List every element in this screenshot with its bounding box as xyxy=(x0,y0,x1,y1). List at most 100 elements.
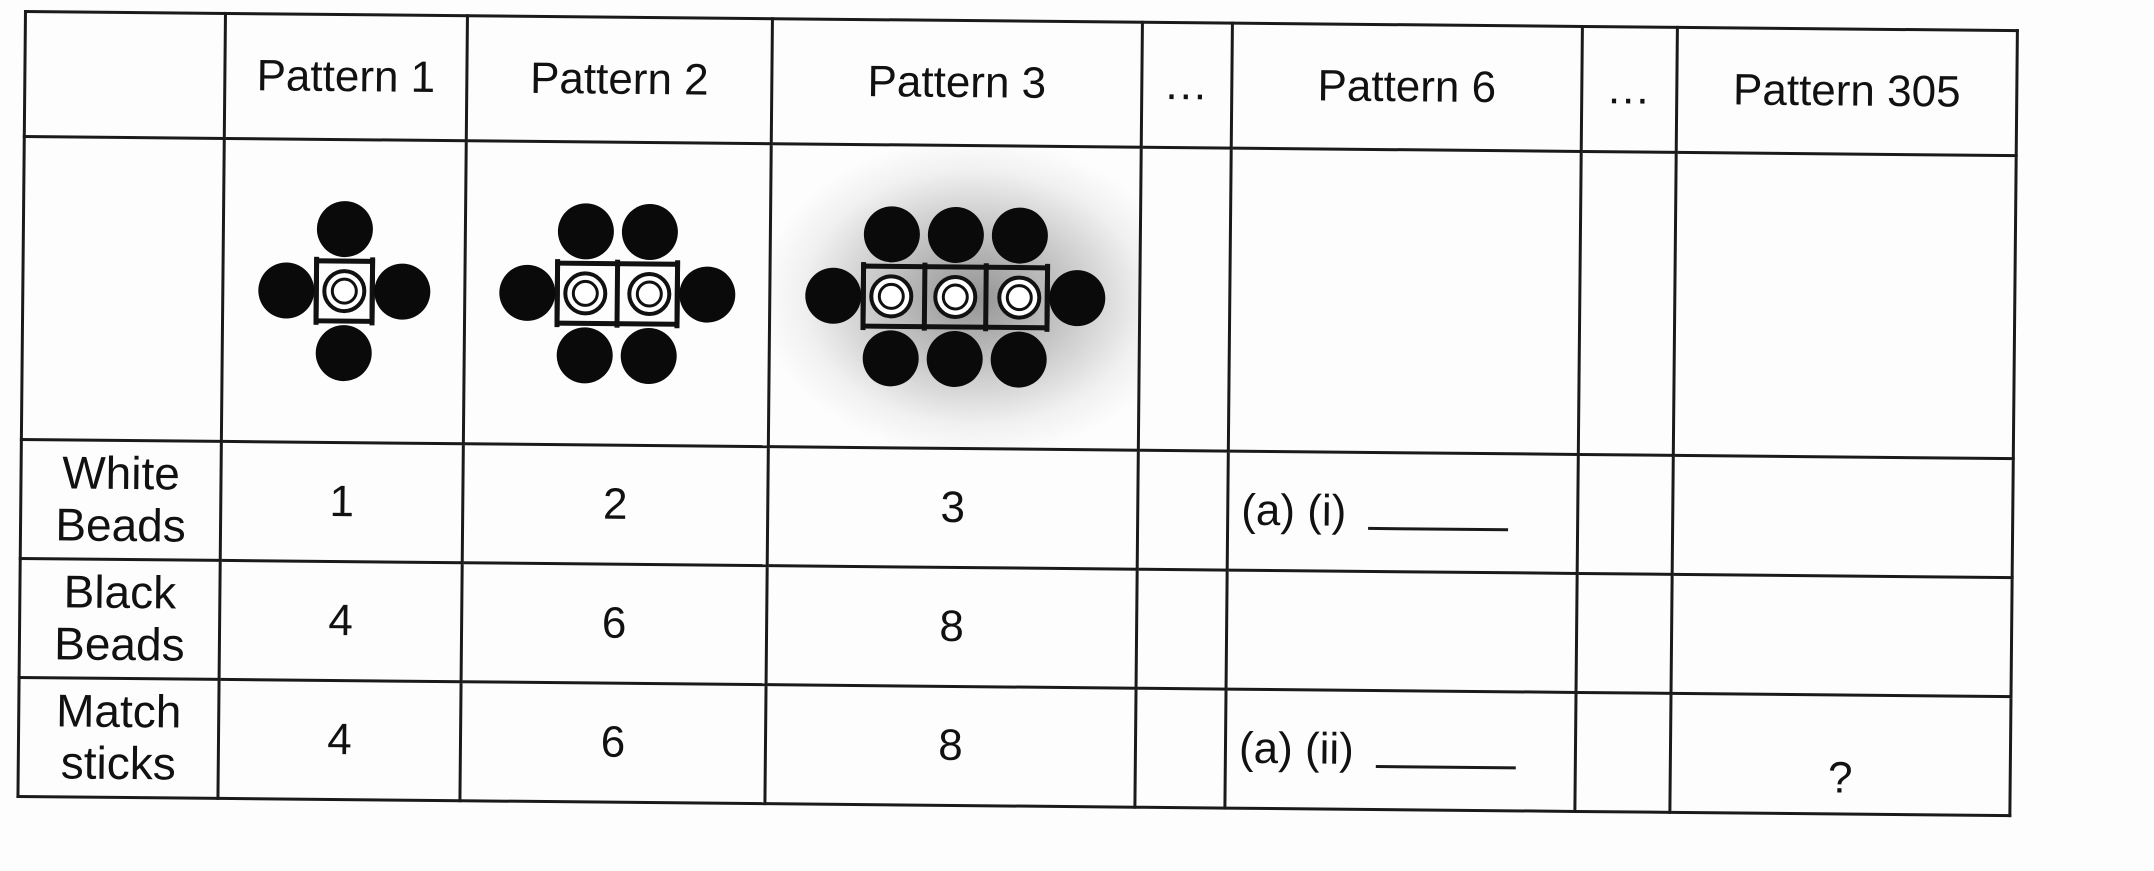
white-bead xyxy=(996,275,1041,320)
match-sticks-ellipsis-1 xyxy=(1134,688,1227,809)
match-stick xyxy=(554,259,561,328)
match-sticks-p1: 4 xyxy=(217,679,462,801)
black-bead xyxy=(621,204,678,261)
white-beads-p6: (a) (i) xyxy=(1227,451,1579,574)
black-bead xyxy=(315,325,372,382)
match-sticks-p6: (a) (ii) xyxy=(1224,689,1577,812)
header-ellipsis-2: ... xyxy=(1581,26,1678,153)
unknown-mark: ? xyxy=(1827,753,1853,803)
figure-row xyxy=(21,136,2017,459)
match-sticks-row: Match sticks 4 6 8 (a) (ii) ? xyxy=(17,677,2012,816)
white-bead-hole xyxy=(635,280,663,308)
black-bead xyxy=(257,262,314,319)
figure-label-cell xyxy=(21,136,225,442)
figure-ellipsis-1 xyxy=(1138,147,1232,452)
figure-ellipsis-2 xyxy=(1578,151,1677,456)
white-beads-p1: 1 xyxy=(220,441,464,563)
match-stick xyxy=(982,263,989,332)
match-stick xyxy=(859,262,866,331)
row-label-white-beads: White Beads xyxy=(20,439,222,561)
white-bead xyxy=(868,274,913,319)
black-bead xyxy=(804,267,861,324)
black-bead xyxy=(557,203,614,260)
match-stick xyxy=(674,260,681,329)
figure-pattern-6 xyxy=(1228,148,1582,455)
white-beads-ellipsis-1 xyxy=(1137,450,1229,571)
bead-diagram-pattern-2 xyxy=(499,203,736,385)
header-pattern-1: Pattern 1 xyxy=(224,13,468,141)
question-label-a-ii: (a) (ii) xyxy=(1238,723,1355,774)
match-sticks-p2: 6 xyxy=(459,681,767,804)
figure-pattern-305 xyxy=(1673,152,2017,459)
match-sticks-p3: 8 xyxy=(764,684,1137,808)
white-bead-hole xyxy=(571,279,599,307)
black-beads-p6 xyxy=(1226,570,1578,693)
row-label-black-beads: Black Beads xyxy=(19,558,221,680)
black-beads-p1: 4 xyxy=(219,560,463,682)
header-pattern-2: Pattern 2 xyxy=(466,15,773,144)
black-beads-ellipsis-2 xyxy=(1576,573,1673,694)
black-beads-p3: 8 xyxy=(766,565,1138,689)
header-pattern-6: Pattern 6 xyxy=(1231,23,1583,152)
white-bead-hole xyxy=(941,283,969,311)
white-beads-p305 xyxy=(1672,455,2014,578)
white-bead xyxy=(321,269,366,314)
white-beads-p3: 3 xyxy=(767,446,1139,570)
row-label-line1: White xyxy=(62,446,181,501)
header-pattern-3: Pattern 3 xyxy=(771,18,1143,148)
pattern-table: Pattern 1 Pattern 2 Pattern 3 ... Patter… xyxy=(16,10,2018,817)
match-stick xyxy=(1043,263,1050,332)
header-pattern-305: Pattern 305 xyxy=(1676,27,2018,156)
white-bead-hole xyxy=(877,282,905,310)
black-bead xyxy=(499,264,556,321)
white-bead xyxy=(563,271,608,316)
white-beads-p2: 2 xyxy=(462,443,769,566)
pattern-sheet: Pattern 1 Pattern 2 Pattern 3 ... Patter… xyxy=(16,10,2018,817)
figure-pattern-2 xyxy=(463,140,772,447)
black-bead xyxy=(927,206,984,263)
black-beads-row: Black Beads 4 6 8 xyxy=(19,558,2013,697)
corner-cell xyxy=(24,11,226,139)
white-beads-row: White Beads 1 2 3 (a) (i) xyxy=(20,439,2014,578)
white-beads-ellipsis-2 xyxy=(1577,454,1674,575)
row-label-line1: Match xyxy=(55,684,182,739)
black-beads-ellipsis-1 xyxy=(1136,569,1228,690)
white-bead-hole xyxy=(1005,284,1033,312)
black-bead xyxy=(620,328,677,385)
row-label-line2: Beads xyxy=(53,617,185,671)
answer-blank-a-ii[interactable] xyxy=(1375,740,1516,770)
row-label-line2: sticks xyxy=(60,736,177,790)
black-bead xyxy=(1048,270,1105,327)
answer-blank-a-i[interactable] xyxy=(1368,502,1509,532)
figure-pattern-1 xyxy=(221,138,467,444)
black-bead xyxy=(373,263,430,320)
bead-diagram-pattern-3 xyxy=(804,206,1105,388)
black-bead xyxy=(556,327,613,384)
black-bead xyxy=(316,201,373,258)
row-label-line1: Black xyxy=(63,565,177,619)
black-bead xyxy=(990,331,1047,388)
white-bead xyxy=(627,272,672,317)
row-label-line2: Beads xyxy=(55,498,187,552)
black-bead xyxy=(863,206,920,263)
header-row: Pattern 1 Pattern 2 Pattern 3 ... Patter… xyxy=(24,11,2018,156)
match-sticks-p305: ? xyxy=(1669,693,2012,816)
bead-diagram-pattern-1 xyxy=(257,201,430,382)
white-bead xyxy=(932,274,977,319)
black-bead xyxy=(926,330,983,387)
black-bead xyxy=(991,207,1048,264)
figure-pattern-3 xyxy=(768,143,1142,451)
white-bead-hole xyxy=(330,277,358,305)
row-label-match-sticks: Match sticks xyxy=(17,677,220,799)
match-sticks-ellipsis-2 xyxy=(1574,692,1672,813)
question-label-a-i: (a) (i) xyxy=(1241,485,1347,536)
black-beads-p305 xyxy=(1671,574,2013,697)
match-stick xyxy=(312,256,319,325)
match-stick xyxy=(368,257,375,326)
black-bead xyxy=(679,266,736,323)
match-stick xyxy=(921,262,927,331)
header-ellipsis-1: ... xyxy=(1141,22,1233,149)
black-bead xyxy=(862,330,919,387)
black-beads-p2: 6 xyxy=(461,562,768,685)
